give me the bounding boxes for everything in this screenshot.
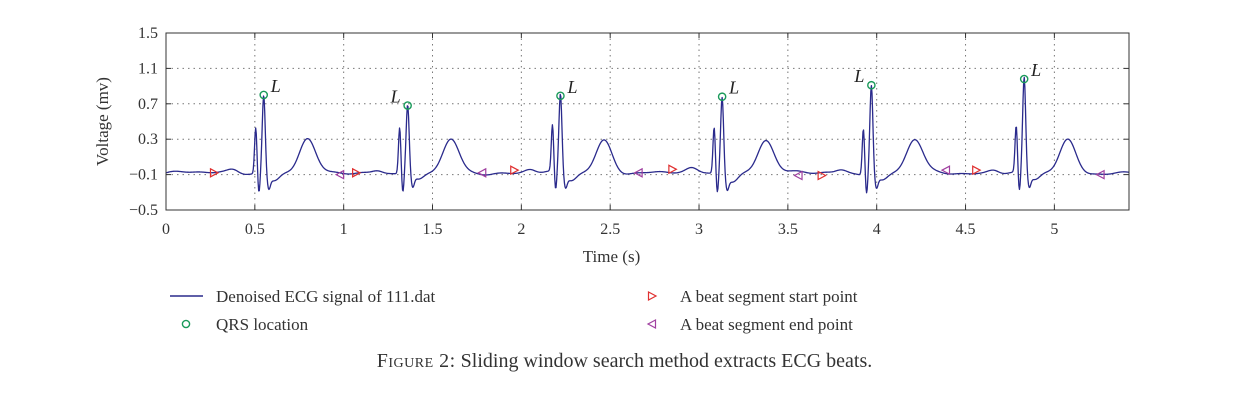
y-axis-label: Voltage (mv): [93, 77, 112, 166]
x-tick-label: 3: [695, 221, 703, 238]
qrs-label: L: [853, 66, 864, 86]
ecg-signal-line: [165, 76, 1130, 194]
marker-layer: L L L L L L: [209, 60, 1105, 181]
beat-start-marker: [817, 170, 827, 181]
signal-layer: [165, 76, 1130, 194]
x-tick-label: 4: [873, 221, 881, 238]
caption-text: Sliding window search method extracts EC…: [455, 350, 873, 372]
qrs-label: L: [270, 76, 281, 96]
beat-end-marker: [334, 169, 345, 180]
figure-caption: Figure 2: Sliding window search method e…: [0, 350, 1249, 373]
beat-start-marker: [510, 165, 520, 176]
qrs-label: L: [1030, 60, 1041, 80]
qrs-location-marker: [1019, 74, 1029, 84]
legend-qrs-location-label: QRS location: [216, 315, 309, 334]
qrs-label: L: [728, 78, 739, 98]
y-tick-label: −0.1: [129, 167, 158, 184]
qrs-location-marker: [556, 91, 565, 101]
beat-start-marker: [668, 164, 678, 175]
caption-prefix: Figure 2:: [376, 350, 456, 372]
legend-beat-end-label: A beat segment end point: [680, 315, 853, 334]
y-tick-label: −0.5: [129, 202, 158, 219]
beat-end-marker: [476, 167, 487, 178]
beat-end-marker: [633, 167, 643, 178]
x-tick-label: 5: [1050, 221, 1058, 238]
beat-start-marker: [209, 167, 220, 178]
legend-ecg-signal-label: Denoised ECG signal of 111.dat: [216, 287, 436, 306]
beat-end-marker: [940, 165, 951, 176]
x-tick-label: 2.5: [600, 221, 620, 238]
y-tick-label: 1.1: [138, 60, 158, 77]
qrs-label: L: [566, 77, 577, 97]
legend-beat-start-label: A beat segment start point: [680, 287, 858, 306]
beat-end-marker: [793, 170, 803, 181]
y-tick-label: 1.5: [138, 25, 158, 42]
legend-qrs-location-swatch: [181, 319, 191, 329]
plot-frame: [165, 32, 1130, 211]
x-tick-label: 1: [340, 221, 348, 238]
x-tick-label: 0: [162, 221, 170, 238]
qrs-location-marker: [259, 90, 269, 100]
beat-start-marker: [972, 165, 982, 176]
x-axis-label: Time (s): [583, 247, 640, 266]
y-tick-label: 0.3: [138, 131, 158, 148]
legend-beat-end-swatch: [646, 319, 657, 329]
beat-end-marker: [1095, 169, 1105, 180]
x-tick-label: 3.5: [778, 221, 798, 238]
x-tick-label: 1.5: [423, 221, 443, 238]
qrs-label: L: [390, 87, 401, 107]
ticks: 0 0.5 1 1.5 2 2.5 3 3.5 4 4.5 5 −0.5 −0.1 0.3 0.7 1.1 1.…: [129, 25, 1129, 238]
legend-beat-start-swatch: [647, 291, 658, 301]
legend: Denoised ECG signal of 111.dat A beat seg…: [170, 287, 858, 334]
x-tick-label: 2: [517, 221, 525, 238]
grid: [166, 33, 1129, 210]
qrs-location-marker: [403, 101, 412, 110]
x-tick-label: 0.5: [245, 221, 265, 238]
y-tick-label: 0.7: [138, 96, 158, 113]
qrs-location-marker: [867, 80, 876, 90]
x-tick-label: 4.5: [956, 221, 976, 238]
ecg-chart: LL L LL L 0 0.5 1 1.5 2 2.5 3 3.5 4 4.5 5−0.5−0.10.30…: [93, 25, 1130, 334]
qrs-location-marker: [717, 92, 727, 102]
beat-start-marker: [352, 167, 362, 178]
